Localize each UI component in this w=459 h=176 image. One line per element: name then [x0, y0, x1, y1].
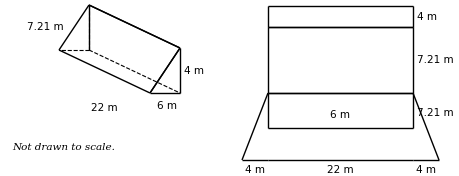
Text: 7.21 m: 7.21 m [416, 55, 453, 65]
Text: Not drawn to scale.: Not drawn to scale. [12, 143, 115, 152]
Text: 7.21 m: 7.21 m [28, 23, 64, 33]
Text: 6 m: 6 m [157, 101, 177, 111]
Text: 4 m: 4 m [245, 165, 264, 175]
Text: 6 m: 6 m [330, 109, 350, 120]
Text: 4 m: 4 m [184, 65, 203, 76]
Text: 4 m: 4 m [416, 11, 436, 21]
Text: 4 m: 4 m [415, 165, 435, 175]
Text: 22 m: 22 m [91, 103, 118, 113]
Text: 22 m: 22 m [326, 165, 353, 175]
Text: 7.21 m: 7.21 m [416, 108, 453, 118]
